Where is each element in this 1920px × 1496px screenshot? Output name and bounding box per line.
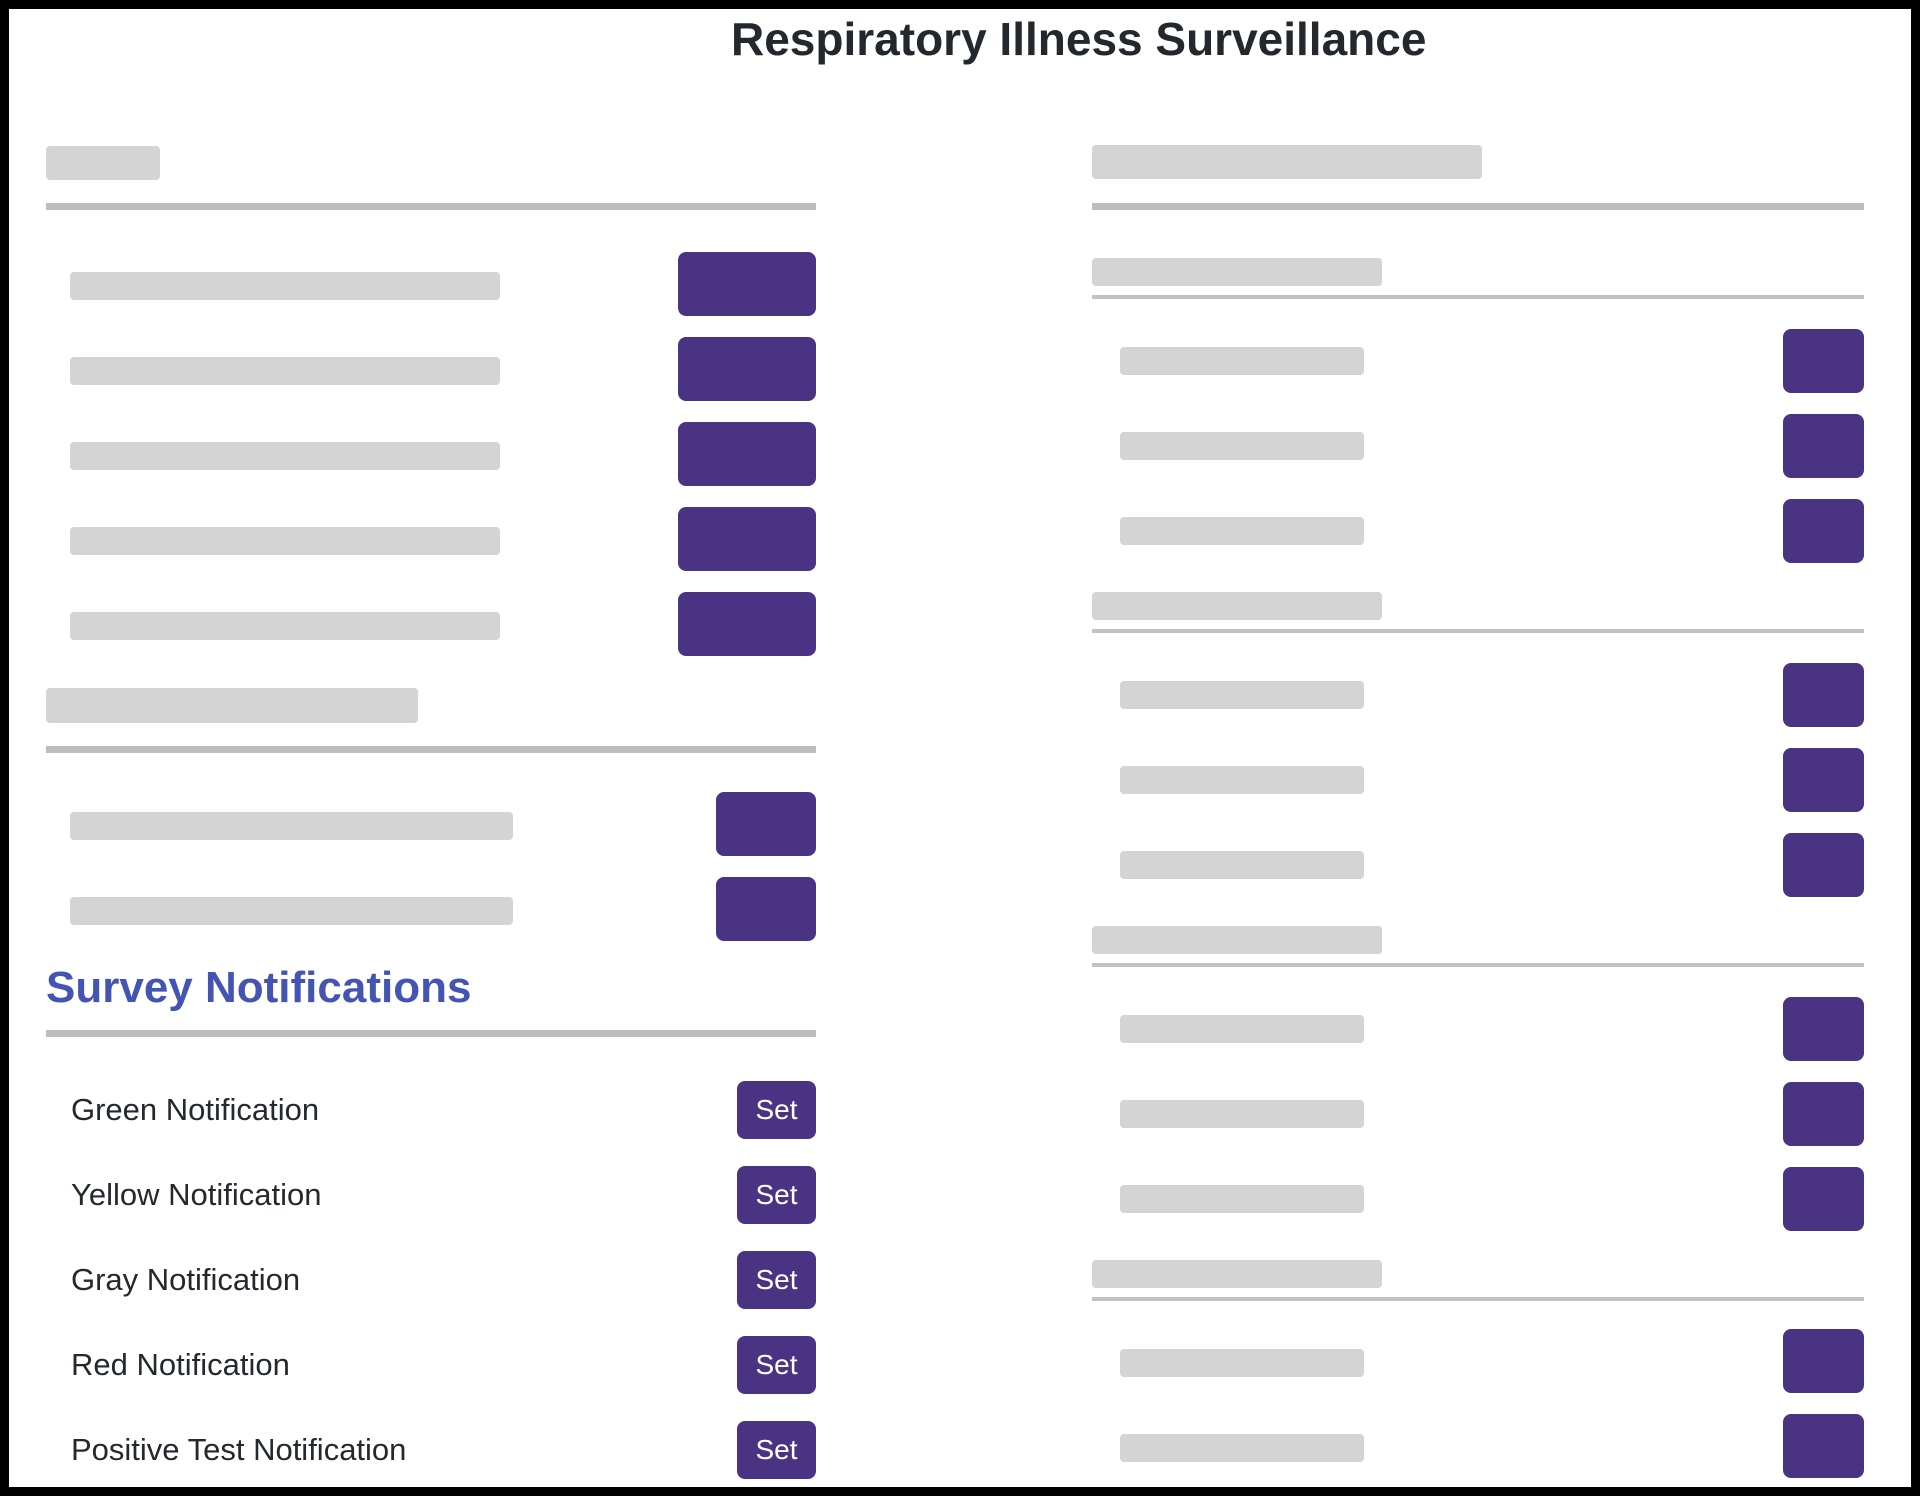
skeleton-text-bar [1120, 347, 1364, 375]
action-button-placeholder[interactable] [1783, 748, 1864, 812]
action-button-placeholder[interactable] [716, 877, 816, 941]
divider-thin [1092, 1297, 1864, 1301]
action-button-placeholder[interactable] [1783, 1329, 1864, 1393]
divider-thin [1092, 629, 1864, 633]
survey-notifications-heading: Survey Notifications [46, 963, 472, 1012]
notification-label: Positive Test Notification [71, 1432, 407, 1467]
skeleton-subsection-heading [1092, 1260, 1382, 1288]
notification-label: Yellow Notification [71, 1177, 322, 1212]
skeleton-text-bar [70, 812, 513, 840]
action-button-placeholder[interactable] [678, 422, 816, 486]
action-button-placeholder[interactable] [1783, 1414, 1864, 1478]
action-button-placeholder[interactable] [1783, 329, 1864, 393]
skeleton-text-bar [1120, 1434, 1364, 1462]
skeleton-text-bar [1120, 1015, 1364, 1043]
skeleton-text-bar [1120, 681, 1364, 709]
set-notification-button-yellow[interactable]: Set [737, 1166, 816, 1224]
notification-label: Gray Notification [71, 1262, 301, 1297]
skeleton-text-bar [70, 897, 513, 925]
action-button-placeholder[interactable] [678, 252, 816, 316]
action-button-placeholder[interactable] [1783, 833, 1864, 897]
notification-label: Green Notification [71, 1092, 320, 1127]
skeleton-subsection-heading [1092, 926, 1382, 954]
skeleton-section-label [1092, 145, 1482, 179]
divider-thin [1092, 295, 1864, 299]
action-button-placeholder[interactable] [1783, 1082, 1864, 1146]
skeleton-text-bar [1120, 1185, 1364, 1213]
set-notification-button-positive-test[interactable]: Set [737, 1421, 816, 1479]
skeleton-text-bar [70, 527, 500, 555]
action-button-placeholder[interactable] [1783, 1167, 1864, 1231]
skeleton-subsection-heading [1092, 592, 1382, 620]
skeleton-text-bar [1120, 1100, 1364, 1128]
set-notification-button-gray[interactable]: Set [737, 1251, 816, 1309]
skeleton-text-bar [70, 272, 500, 300]
skeleton-text-bar [1120, 766, 1364, 794]
divider [1092, 203, 1864, 210]
action-button-placeholder[interactable] [1783, 414, 1864, 478]
action-button-placeholder[interactable] [678, 337, 816, 401]
skeleton-text-bar [1120, 432, 1364, 460]
set-notification-button-green[interactable]: Set [737, 1081, 816, 1139]
divider [46, 1030, 816, 1037]
skeleton-section-heading [46, 688, 418, 723]
action-button-placeholder[interactable] [1783, 663, 1864, 727]
skeleton-subsection-heading [1092, 258, 1382, 286]
divider [46, 203, 816, 210]
divider-thin [1092, 963, 1864, 967]
skeleton-text-bar [1120, 851, 1364, 879]
notification-label: Red Notification [71, 1347, 290, 1382]
action-button-placeholder[interactable] [716, 792, 816, 856]
skeleton-text-bar [1120, 517, 1364, 545]
action-button-placeholder[interactable] [678, 507, 816, 571]
action-button-placeholder[interactable] [1783, 997, 1864, 1061]
skeleton-section-label [46, 146, 160, 180]
skeleton-text-bar [70, 612, 500, 640]
action-button-placeholder[interactable] [1783, 499, 1864, 563]
skeleton-text-bar [70, 442, 500, 470]
action-button-placeholder[interactable] [678, 592, 816, 656]
page-title: Respiratory Illness Surveillance [731, 13, 1427, 65]
divider [46, 746, 816, 753]
skeleton-text-bar [1120, 1349, 1364, 1377]
set-notification-button-red[interactable]: Set [737, 1336, 816, 1394]
skeleton-text-bar [70, 357, 500, 385]
